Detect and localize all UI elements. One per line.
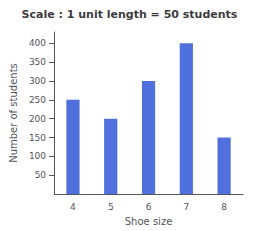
svg-text:150: 150 [29, 133, 46, 143]
svg-text:200: 200 [29, 114, 46, 124]
svg-text:8: 8 [221, 202, 227, 212]
svg-text:Shoe size: Shoe size [125, 216, 173, 227]
svg-text:5: 5 [108, 202, 114, 212]
svg-text:6: 6 [146, 202, 152, 212]
svg-text:350: 350 [29, 57, 46, 67]
svg-text:100: 100 [29, 151, 46, 161]
svg-text:300: 300 [29, 76, 46, 86]
svg-text:50: 50 [35, 170, 47, 180]
svg-text:Number of students: Number of students [8, 63, 19, 163]
svg-text:4: 4 [70, 202, 76, 212]
svg-text:250: 250 [29, 95, 46, 105]
svg-text:7: 7 [183, 202, 189, 212]
svg-text:Scale : 1 unit length = 50 stu: Scale : 1 unit length = 50 students [22, 8, 238, 21]
svg-text:400: 400 [29, 38, 46, 48]
